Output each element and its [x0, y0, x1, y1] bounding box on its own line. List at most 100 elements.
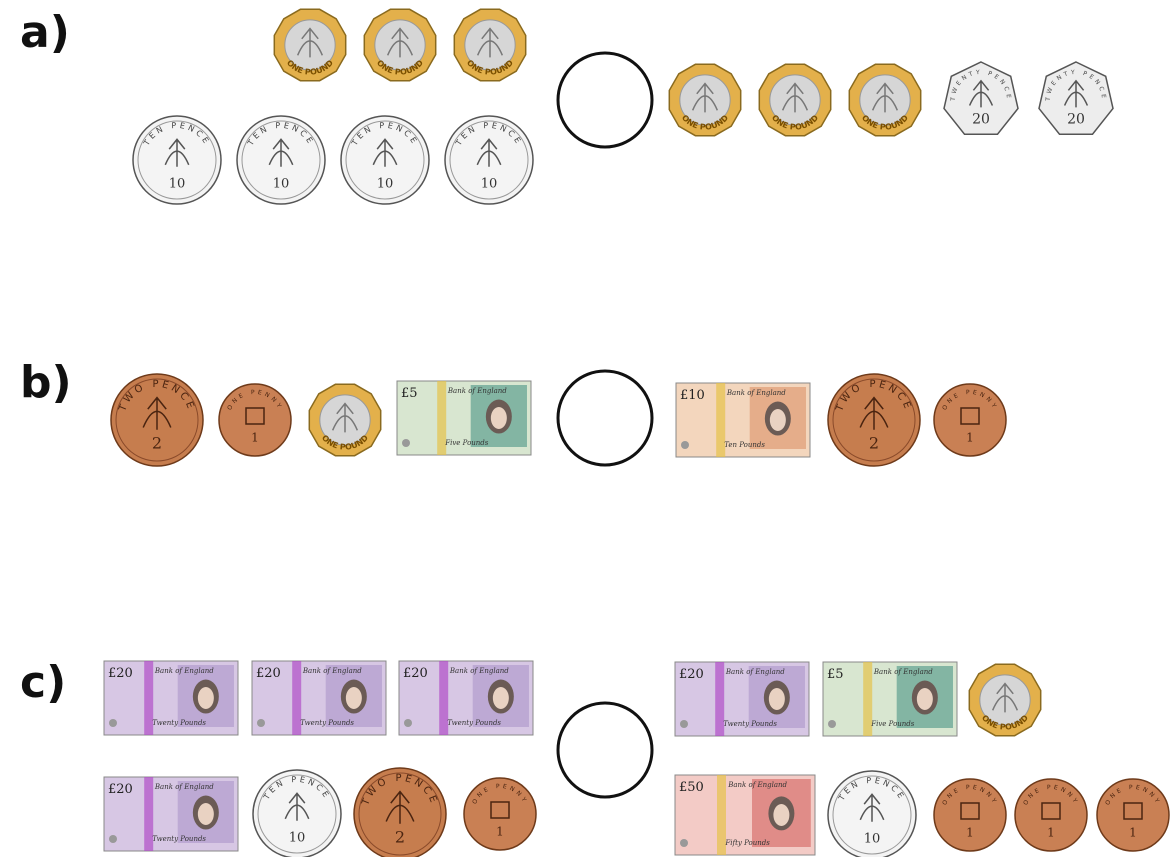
coin-numeral: 1: [1047, 826, 1055, 840]
portrait-face: [769, 688, 785, 710]
coin-numeral: 10: [481, 176, 498, 191]
note-dot: [257, 719, 265, 727]
compare-circle: [558, 371, 652, 465]
coin-numeral: 10: [169, 176, 186, 191]
coin: ONE PENNY1: [219, 384, 291, 456]
note-dot: [109, 835, 117, 843]
note-dot: [680, 720, 688, 728]
note-corner: £5: [827, 667, 844, 682]
coin: ONE POUND: [669, 64, 740, 135]
note-bank: Bank of England: [873, 668, 933, 676]
note-dot: [109, 719, 117, 727]
coin-numeral: 10: [377, 176, 394, 191]
banknote: £5 Bank of England Five Pounds: [397, 381, 531, 455]
portrait-face: [773, 804, 789, 826]
note-corner: £20: [679, 667, 704, 682]
portrait-face: [346, 687, 362, 709]
portrait-face: [491, 407, 507, 429]
coin-numeral: 20: [972, 112, 990, 128]
note-corner: £20: [256, 666, 281, 681]
coin-numeral: 20: [1067, 112, 1085, 128]
compare-circle: [558, 53, 652, 147]
question: a)ONE POUNDONE POUNDONE POUNDTEN PENCE10…: [20, 7, 1113, 204]
note-corner: £20: [108, 666, 133, 681]
coin: TWO PENCE2: [111, 374, 203, 466]
banknote: £20 Bank of England Twenty Pounds: [104, 661, 238, 735]
coin: ONE POUND: [969, 664, 1040, 735]
coin-numeral: 2: [152, 434, 162, 453]
portrait-face: [198, 803, 214, 825]
note-bank: Bank of England: [302, 667, 362, 675]
note-bank: Bank of England: [449, 667, 509, 675]
note-dot: [828, 720, 836, 728]
question-label: c): [20, 657, 66, 708]
coin-numeral: 1: [496, 825, 504, 839]
portrait-face: [198, 687, 214, 709]
note-corner: £20: [108, 782, 133, 797]
coin: ONE POUND: [759, 64, 830, 135]
note-words: Five Pounds: [444, 439, 489, 447]
note-bank: Bank of England: [447, 387, 507, 395]
note-words: Twenty Pounds: [152, 719, 206, 727]
coin: ONE POUND: [309, 384, 380, 455]
coin: TWO PENCE2: [828, 374, 920, 466]
note-words: Twenty Pounds: [300, 719, 354, 727]
coin: ONE POUND: [364, 9, 435, 80]
note-bank: Bank of England: [727, 781, 787, 789]
coin: ONE POUND: [274, 9, 345, 80]
coin-numeral: 10: [289, 830, 306, 845]
note-corner: £5: [401, 386, 418, 401]
note-dot: [681, 441, 689, 449]
coin-numeral: 2: [869, 434, 879, 453]
question: b)TWO PENCE2ONE PENNY1ONE POUND£5Bank of…: [20, 357, 1006, 466]
note-words: Twenty Pounds: [152, 835, 206, 843]
coin: ONE PENNY1: [934, 779, 1006, 851]
note-corner: £50: [679, 780, 704, 795]
note-words: Twenty Pounds: [447, 719, 501, 727]
banknote: £20 Bank of England Twenty Pounds: [104, 777, 238, 851]
coin: TWO PENCE2: [354, 768, 446, 857]
question-label: a): [20, 7, 70, 58]
coin-numeral: 10: [273, 176, 290, 191]
question-label: b): [20, 357, 72, 408]
note-bank: Bank of England: [154, 783, 214, 791]
note-corner: £10: [680, 388, 705, 403]
note-bank: Bank of England: [726, 389, 786, 397]
coin: ONE POUND: [454, 9, 525, 80]
banknote: £50 Bank of England Fifty Pounds: [675, 775, 815, 855]
note-dot: [402, 439, 410, 447]
coin-numeral: 1: [1129, 826, 1137, 840]
banknote: £10 Bank of England Ten Pounds: [676, 383, 810, 457]
coin-numeral: 1: [966, 431, 974, 445]
portrait-face: [770, 409, 786, 431]
banknote: £20 Bank of England Twenty Pounds: [252, 661, 386, 735]
compare-circle: [558, 703, 652, 797]
coin-numeral: 10: [864, 831, 881, 846]
coin-numeral: 1: [251, 431, 259, 445]
note-words: Fifty Pounds: [724, 839, 770, 847]
portrait-face: [917, 688, 933, 710]
question: c) £20 Bank of England Twenty Pounds £20 Bank…: [20, 657, 1169, 857]
coin-numeral: 1: [966, 826, 974, 840]
worksheet: a)ONE POUNDONE POUNDONE POUNDTEN PENCE10…: [0, 0, 1170, 857]
note-words: Twenty Pounds: [723, 720, 777, 728]
coin: ONE PENNY1: [1015, 779, 1087, 851]
portrait-face: [493, 687, 509, 709]
note-dot: [404, 719, 412, 727]
note-words: Ten Pounds: [724, 441, 765, 449]
note-words: Five Pounds: [870, 720, 915, 728]
note-bank: Bank of England: [154, 667, 214, 675]
